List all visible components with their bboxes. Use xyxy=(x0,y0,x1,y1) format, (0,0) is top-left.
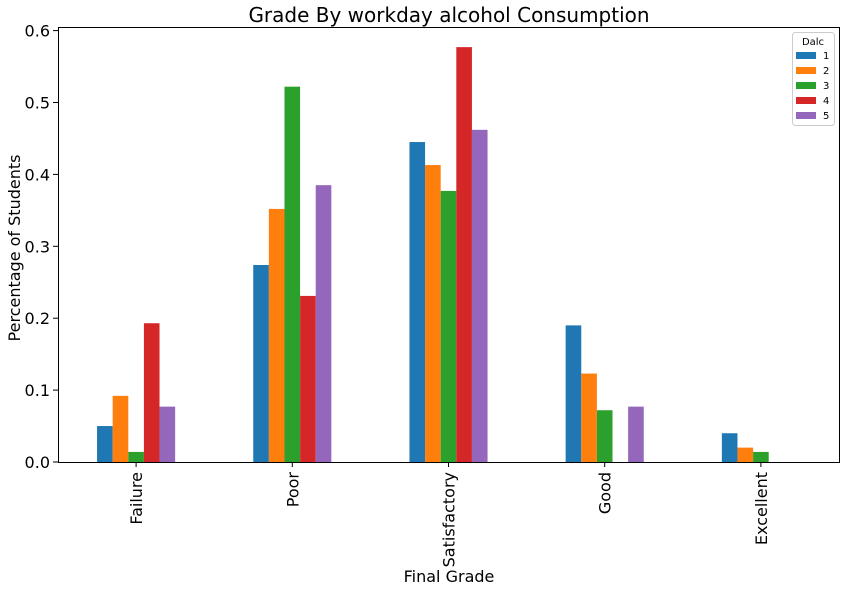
bar-excellent-dalc-3 xyxy=(753,451,769,462)
bar-poor-dalc-4 xyxy=(300,295,316,462)
chart-title: Grade By workday alcohol Consumption xyxy=(248,3,649,27)
legend-label-1: 1 xyxy=(823,51,829,62)
bar-good-dalc-2 xyxy=(581,373,597,462)
bar-failure-dalc-1 xyxy=(97,426,113,462)
bar-failure-dalc-3 xyxy=(128,451,144,462)
y-tick-label: 0.0 xyxy=(25,453,50,472)
bars-group xyxy=(97,47,769,463)
legend-label-5: 5 xyxy=(823,111,829,122)
bar-failure-dalc-2 xyxy=(112,395,129,462)
bar-good-dalc-1 xyxy=(565,325,582,462)
legend-swatch-2 xyxy=(796,67,816,74)
bar-poor-dalc-3 xyxy=(284,86,301,463)
y-tick-label: 0.1 xyxy=(25,381,50,400)
y-tick-label: 0.5 xyxy=(25,93,50,112)
bar-satisfactory-dalc-5 xyxy=(471,129,488,462)
bar-poor-dalc-2 xyxy=(268,208,285,462)
x-tick-label: Good xyxy=(596,472,615,514)
legend-label-3: 3 xyxy=(823,81,829,92)
bar-satisfactory-dalc-1 xyxy=(409,142,426,463)
bar-excellent-dalc-2 xyxy=(737,447,754,462)
bar-failure-dalc-5 xyxy=(159,406,176,462)
x-axis: Failure Poor Satisfactory Good Excellent xyxy=(127,462,771,567)
bar-good-dalc-5 xyxy=(628,406,644,462)
bar-good-dalc-3 xyxy=(596,410,613,462)
y-tick-label: 0.4 xyxy=(25,165,50,184)
legend-swatch-1 xyxy=(796,52,816,59)
legend-swatch-3 xyxy=(796,82,816,89)
bar-satisfactory-dalc-2 xyxy=(425,165,441,463)
x-axis-label: Final Grade xyxy=(404,567,495,586)
legend: Dalc 1 2 3 4 5 xyxy=(792,32,835,126)
y-tick-label: 0.2 xyxy=(25,309,50,328)
bar-failure-dalc-4 xyxy=(143,323,160,462)
y-tick-label: 0.3 xyxy=(25,237,50,256)
legend-swatch-5 xyxy=(796,112,816,119)
x-tick-label: Failure xyxy=(127,472,146,525)
x-tick-label: Poor xyxy=(283,472,302,508)
legend-label-4: 4 xyxy=(823,96,829,107)
legend-label-2: 2 xyxy=(823,66,829,77)
bar-poor-dalc-1 xyxy=(253,264,269,462)
y-axis-label: Percentage of Students xyxy=(5,155,24,342)
x-tick-label: Excellent xyxy=(752,472,771,545)
legend-title: Dalc xyxy=(802,37,824,48)
bar-poor-dalc-5 xyxy=(315,185,332,462)
legend-swatch-4 xyxy=(796,97,816,104)
bar-satisfactory-dalc-3 xyxy=(440,190,457,462)
bar-satisfactory-dalc-4 xyxy=(456,47,472,462)
bar-excellent-dalc-1 xyxy=(721,433,738,462)
x-tick-label: Satisfactory xyxy=(440,472,459,567)
y-axis: 0.0 0.1 0.2 0.3 0.4 0.5 0.6 xyxy=(25,22,58,472)
y-tick-label: 0.6 xyxy=(25,22,50,41)
